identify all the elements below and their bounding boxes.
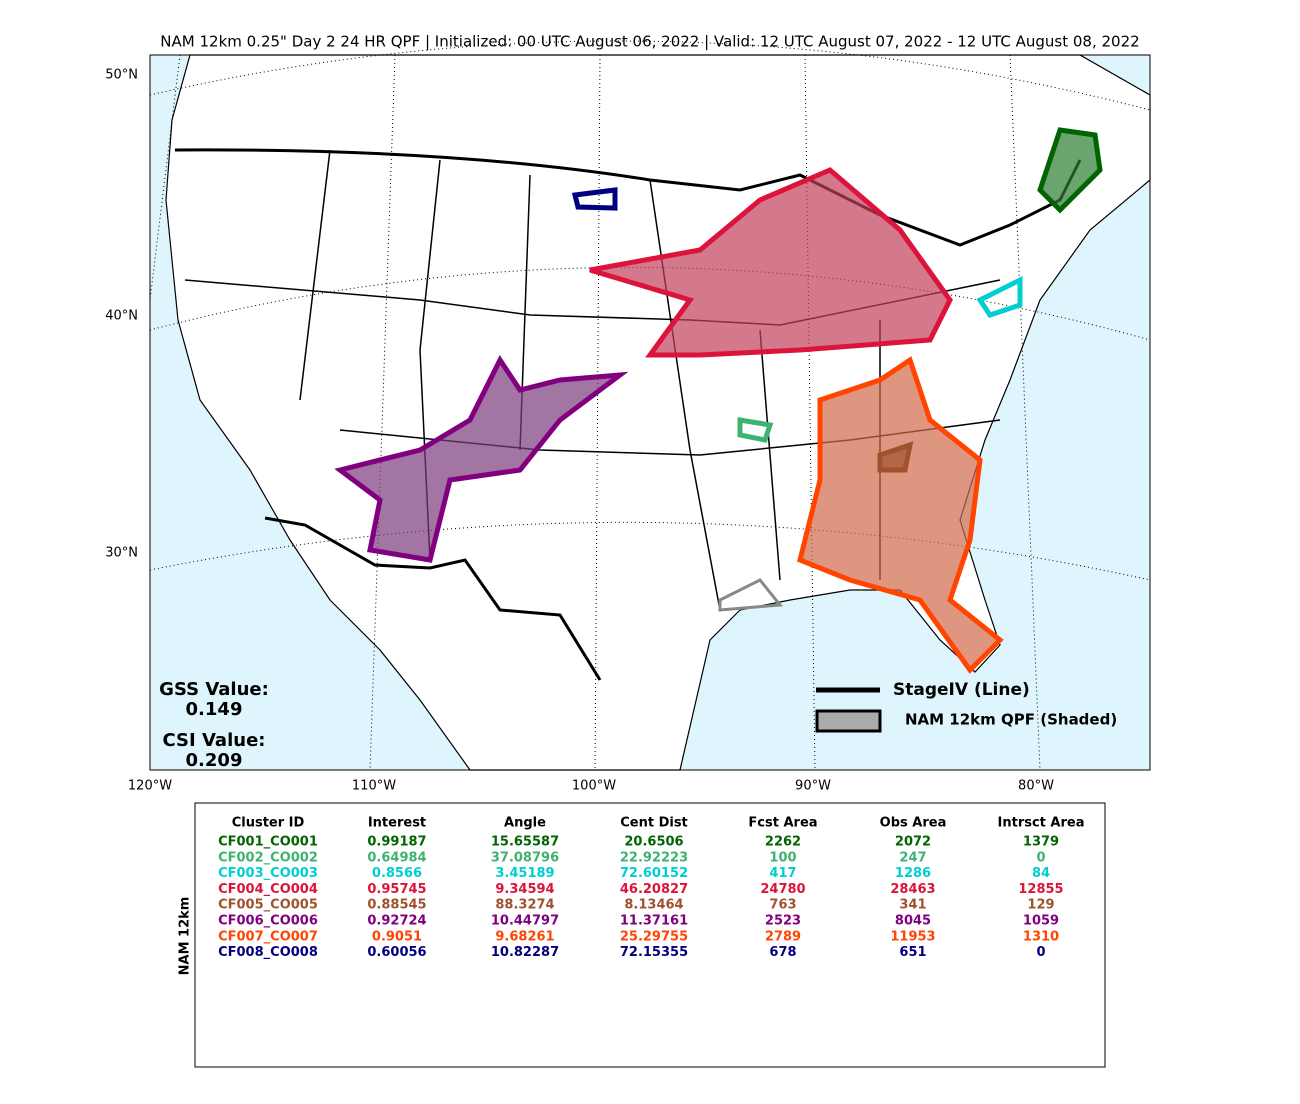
table-cell: 2789 <box>765 929 801 944</box>
column-header: Fcst Area <box>748 816 817 831</box>
lon-label: 90°W <box>795 779 831 794</box>
legend: StageIV (Line) NAM 12km QPF (Shaded) <box>815 680 1117 733</box>
table-cell: 72.60152 <box>620 866 688 881</box>
table-cell: 28463 <box>890 882 935 897</box>
table-frame <box>194 802 1106 1068</box>
table-cell: 0.8566 <box>372 866 422 881</box>
table-cell: CF005_CO005 <box>218 898 318 913</box>
table-cell: 651 <box>899 945 926 960</box>
table-cell: 0 <box>1036 850 1045 865</box>
table-cell: 2523 <box>765 914 801 929</box>
graticule <box>149 40 1151 771</box>
table-cell: CF002_CO002 <box>218 850 318 865</box>
table-cell: 417 <box>769 866 796 881</box>
table-cell: 20.6506 <box>624 835 683 850</box>
lon-label: 100°W <box>572 779 616 794</box>
csi-label: CSI Value: <box>163 730 266 751</box>
csi-value: 0.209 <box>186 750 243 771</box>
table-side-label: NAM 12km <box>178 897 193 976</box>
legend-label: NAM 12km QPF (Shaded) <box>905 711 1117 729</box>
table-cell: 1059 <box>1023 914 1059 929</box>
column-header: Cent Dist <box>620 816 688 831</box>
column-header: Intrsct Area <box>998 816 1085 831</box>
table-cell: 0.64984 <box>367 850 426 865</box>
table-cell: 25.29755 <box>620 929 688 944</box>
lat-label: 40°N <box>105 309 138 324</box>
table-cell: 9.68261 <box>495 929 554 944</box>
table-cell: 341 <box>899 898 926 913</box>
table-cell: 2262 <box>765 835 801 850</box>
gss-label: GSS Value: <box>159 679 269 700</box>
table-cell: 10.82287 <box>491 945 559 960</box>
table: NAM 12km Cluster ID Interest Angle Cent Dis… <box>178 802 1106 1068</box>
table-cell: 88.3274 <box>495 898 554 913</box>
table-cell: 1379 <box>1023 835 1059 850</box>
map: 50°N 40°N 30°N 120°W 110°W 100°W 90°W 80… <box>105 40 1151 794</box>
legend-swatch <box>815 709 882 733</box>
table-cell: 763 <box>769 898 796 913</box>
table-cell: 10.44797 <box>491 914 559 929</box>
table-cell: 8045 <box>895 914 931 929</box>
table-cell: 12855 <box>1018 882 1063 897</box>
table-cell: 24780 <box>760 882 805 897</box>
table-cell: 2072 <box>895 835 931 850</box>
clusters <box>334 127 1103 674</box>
table-cell: CF003_CO003 <box>218 866 318 881</box>
table-cell: 11953 <box>890 929 935 944</box>
table-cell: 46.20827 <box>620 882 688 897</box>
table-cell: 15.65587 <box>491 835 559 850</box>
legend-label: StageIV (Line) <box>893 680 1030 700</box>
table-cell: 1310 <box>1023 929 1059 944</box>
table-cell: 0.92724 <box>367 914 426 929</box>
border <box>174 148 1082 247</box>
table-cell: CF008_CO008 <box>218 945 318 960</box>
table-cell: 72.15355 <box>620 945 688 960</box>
lat-label: 50°N <box>105 68 138 83</box>
table-cell: CF007_CO007 <box>218 929 318 944</box>
table-cell: 84 <box>1032 866 1050 881</box>
table-cell: 0.9051 <box>372 929 422 944</box>
table-cell: 37.08796 <box>491 850 559 865</box>
table-cell: 0 <box>1036 945 1045 960</box>
table-cell: 1286 <box>895 866 931 881</box>
table-cell: 11.37161 <box>620 914 688 929</box>
column-header: Angle <box>504 816 546 831</box>
table-cell: 129 <box>1027 898 1054 913</box>
table-cell: 22.92223 <box>620 850 688 865</box>
map-frame <box>149 54 1151 771</box>
table-cell: 0.95745 <box>367 882 426 897</box>
lon-label: 80°W <box>1018 779 1054 794</box>
column-header: Cluster ID <box>232 816 305 831</box>
border <box>264 516 602 681</box>
lat-label: 30°N <box>105 546 138 561</box>
scores: GSS Value: 0.149 CSI Value: 0.209 <box>159 679 269 771</box>
table-cell: 3.45189 <box>495 866 554 881</box>
table-cell: CF004_CO004 <box>218 882 318 897</box>
table-cell: CF001_CO001 <box>218 835 318 850</box>
table-cell: 0.60056 <box>367 945 426 960</box>
table-cell: 678 <box>769 945 796 960</box>
table-cell: 8.13464 <box>624 898 683 913</box>
table-cell: 100 <box>769 850 796 865</box>
table-cell: CF006_CO006 <box>218 914 318 929</box>
table-cell: 0.88545 <box>367 898 426 913</box>
table-cell: 9.34594 <box>495 882 554 897</box>
column-header: Interest <box>368 816 426 831</box>
lon-label: 110°W <box>352 779 396 794</box>
lon-label: 120°W <box>128 779 172 794</box>
table-cell: 0.99187 <box>367 835 426 850</box>
column-header: Obs Area <box>880 816 947 831</box>
gss-value: 0.149 <box>186 699 243 720</box>
table-cell: 247 <box>899 850 926 865</box>
